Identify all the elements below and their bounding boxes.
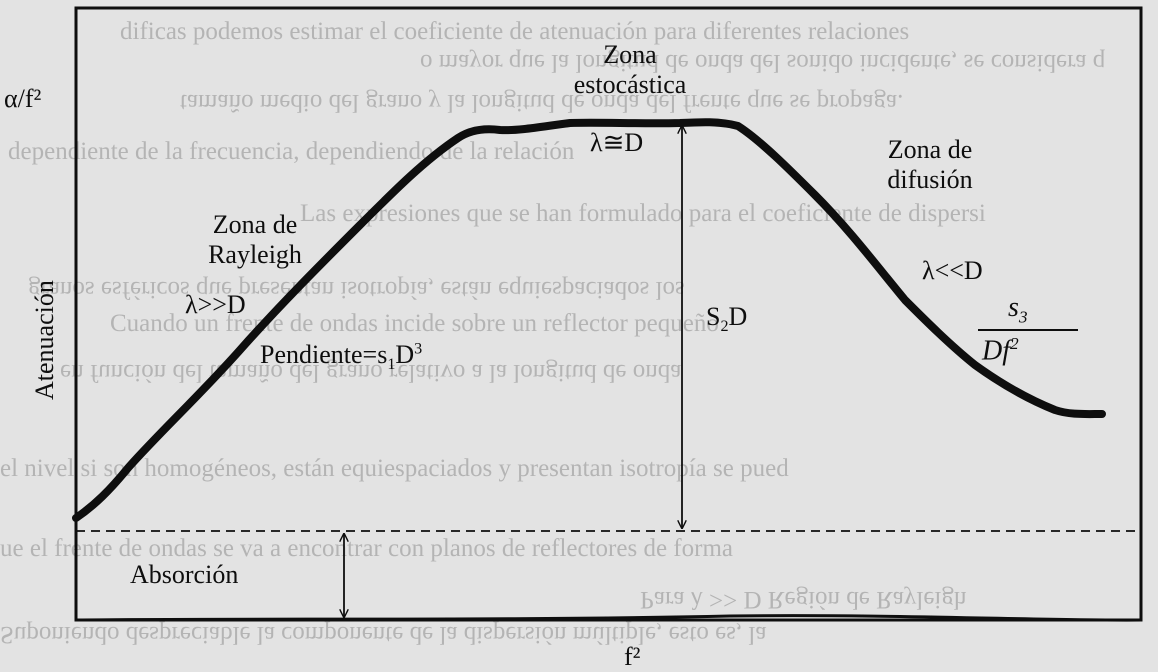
rayleigh-condition: λ>>D xyxy=(185,290,246,319)
estocastica-condition: λ≅D xyxy=(590,128,644,157)
zona-difusion-line2: difusión xyxy=(887,164,973,194)
fraction-numerator: s3 xyxy=(1008,292,1028,328)
attenuation-curve xyxy=(72,118,1106,522)
bleed-text-line: ue el frente de ondas se va a encontrar … xyxy=(0,535,733,562)
y-axis-side-label: Atenuación xyxy=(30,280,59,400)
s2d-d: D xyxy=(728,302,748,331)
fraction-denominator: Df2 xyxy=(982,334,1019,367)
pendiente-prefix: Pendiente=s xyxy=(260,340,388,369)
fraction-bar xyxy=(978,329,1078,331)
zona-difusion-line1: Zona de xyxy=(887,135,973,164)
bleed-text-line: Las expresiones que se han formulado par… xyxy=(300,200,986,227)
zona-rayleigh-label: Zona de Rayleigh xyxy=(190,210,320,270)
absorcion-label: Absorción xyxy=(130,560,239,589)
zona-estocastica-line1: Zona xyxy=(603,40,657,69)
fraction-df: Df xyxy=(982,335,1010,367)
s2d-label: S2D xyxy=(706,302,747,337)
s2d-s: S xyxy=(706,302,721,331)
fraction-s: s xyxy=(1008,292,1019,323)
zona-rayleigh-line2: Rayleigh xyxy=(208,239,302,269)
zona-difusion-label: Zona de difusión xyxy=(865,135,995,195)
plot-frame xyxy=(74,6,1143,622)
pendiente-subscript: 1 xyxy=(387,356,396,374)
zona-estocastica-label: Zona estocástica xyxy=(560,40,700,100)
scattering-fraction: s3 Df2 xyxy=(972,292,1082,382)
pendiente-label: Pendiente=s1D3 xyxy=(260,340,422,375)
zona-rayleigh-line1: Zona de xyxy=(212,210,298,239)
x-axis-label: f² xyxy=(624,642,641,671)
bleed-text-line: dificas podemos estimar el coeficiente d… xyxy=(120,18,910,45)
bleed-text-line: dependiente de la frecuencia, dependiend… xyxy=(8,138,575,165)
fraction-exponent: 2 xyxy=(1010,334,1019,353)
bleed-text-line: Cuando un frente de ondas incide sobre u… xyxy=(110,310,719,337)
y-axis-top-label: α/f² xyxy=(4,84,42,113)
zona-estocastica-line2: estocástica xyxy=(573,69,687,99)
fraction-subscript: 3 xyxy=(1018,307,1028,327)
s2d-subscript: 2 xyxy=(720,318,729,336)
pendiente-d: D xyxy=(395,340,415,369)
frame-bottom-edge xyxy=(75,614,1142,622)
difusion-condition: λ<<D xyxy=(922,256,983,285)
pendiente-exponent: 3 xyxy=(414,340,423,358)
